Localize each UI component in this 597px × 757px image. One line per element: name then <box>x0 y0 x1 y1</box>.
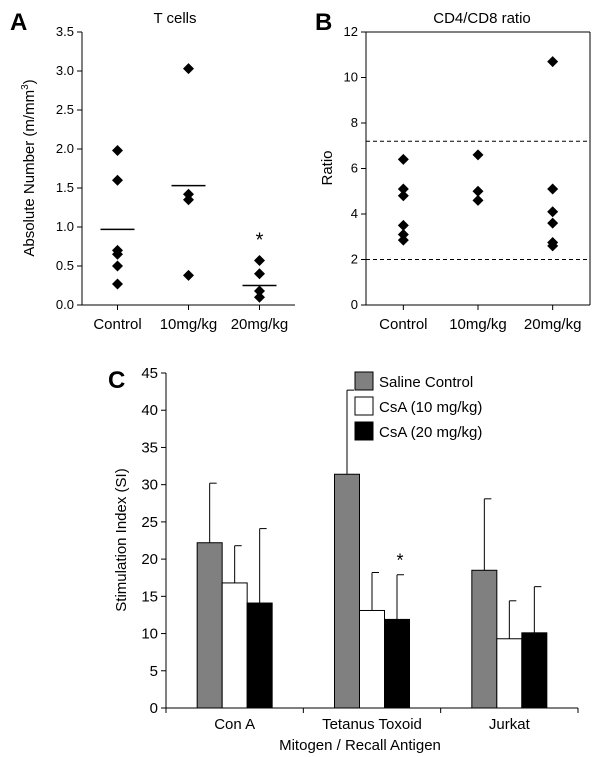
data-point <box>547 206 559 218</box>
y-tick-label: 0 <box>351 297 358 312</box>
y-tick-label: 25 <box>141 514 158 531</box>
panel-c-label: C <box>108 367 125 394</box>
data-point <box>397 219 409 231</box>
y-tick-label: 45 <box>141 365 158 382</box>
data-point <box>472 194 484 206</box>
data-point <box>547 183 559 195</box>
x-category-label: 20mg/kg <box>524 316 582 333</box>
y-tick-label: 40 <box>141 402 158 419</box>
panel-b-plot: 0 2 4 6 8 10 12 Control 10mg/kg 20mg/kg <box>344 24 591 333</box>
bar <box>196 542 223 709</box>
x-category-label: Con A <box>214 716 255 733</box>
y-tick-label: 8 <box>351 115 358 130</box>
x-category-label: Control <box>93 316 141 333</box>
y-tick-label: 0.5 <box>56 258 74 273</box>
bar <box>384 618 410 709</box>
data-point <box>112 174 123 186</box>
data-point <box>183 269 194 281</box>
panel-a: A T cells Absolute Number (m/mm3) 0.0 0.5… <box>10 9 295 333</box>
panel-a-y-axis-label: Absolute Number (m/mm3) <box>20 79 38 256</box>
panel-c-x-axis-label: Mitogen / Recall Antigen <box>279 737 441 754</box>
y-tick-label: 10 <box>141 626 158 643</box>
significance-asterisk: * <box>256 230 264 252</box>
y-tick-label: 1.0 <box>56 219 74 234</box>
data-point <box>547 240 559 252</box>
legend-label: CsA (20 mg/kg) <box>379 424 482 441</box>
data-point <box>254 291 265 303</box>
legend-swatch <box>354 371 374 391</box>
data-point <box>397 228 409 240</box>
panel-b-title: CD4/CD8 ratio <box>433 10 531 27</box>
y-tick-label: 1.5 <box>56 180 74 195</box>
data-point <box>112 278 123 290</box>
bar <box>334 473 360 709</box>
y-tick-label: 35 <box>141 439 158 456</box>
panel-c: C Stimulation Index (SI) Mitogen / Recal… <box>108 365 579 754</box>
data-point <box>112 145 123 157</box>
x-category-label: 10mg/kg <box>449 316 507 333</box>
y-tick-label: 10 <box>344 70 358 85</box>
panel-a-label: A <box>10 9 27 36</box>
data-point <box>397 153 409 165</box>
y-tick-label: 3.5 <box>56 24 74 39</box>
y-tick-label: 3.0 <box>56 63 74 78</box>
data-point <box>547 217 559 229</box>
y-tick-label: 12 <box>344 24 358 39</box>
panel-b-y-axis-label: Ratio <box>319 150 336 185</box>
data-point <box>397 234 409 246</box>
panel-a-plot: 0.0 0.5 1.0 1.5 2.0 2.5 3.0 3.5 Control 10mg/kg 20… <box>56 24 295 333</box>
bar <box>496 638 523 709</box>
y-tick-label: 0.0 <box>56 297 74 312</box>
y-tick-label: 30 <box>141 477 158 494</box>
data-point <box>254 255 265 267</box>
x-category-label: 10mg/kg <box>160 316 218 333</box>
y-tick-label: 0 <box>150 700 158 717</box>
panel-c-plot: 0 5 10 15 20 25 30 35 40 45 Con A Tetanus Toxoid Jur… <box>141 365 579 733</box>
x-category-label: 20mg/kg <box>231 316 289 333</box>
data-point <box>472 149 484 161</box>
bar <box>521 632 548 709</box>
bar <box>246 602 273 709</box>
legend-label: CsA (10 mg/kg) <box>379 399 482 416</box>
data-point <box>397 183 409 195</box>
data-point <box>112 260 123 272</box>
panel-a-title: T cells <box>153 10 196 27</box>
y-tick-label: 5 <box>150 663 158 680</box>
data-point <box>472 185 484 197</box>
y-tick-label: 2.5 <box>56 102 74 117</box>
y-tick-label: 2.0 <box>56 141 74 156</box>
legend-swatch <box>354 421 374 441</box>
data-point <box>397 190 409 202</box>
legend-label: Saline Control <box>379 374 473 391</box>
y-tick-label: 2 <box>351 252 358 267</box>
panel-b-label: B <box>315 9 332 36</box>
x-category-label: Tetanus Toxoid <box>322 716 422 733</box>
bar <box>359 609 385 709</box>
panel-c-legend: Saline Control CsA (10 mg/kg) CsA (20 mg/k… <box>354 371 482 441</box>
bar <box>471 569 498 709</box>
y-tick-label: 4 <box>351 206 358 221</box>
x-category-label: Control <box>379 316 427 333</box>
data-point <box>183 194 194 206</box>
data-point <box>112 248 123 260</box>
y-tick-label: 15 <box>141 588 158 605</box>
y-tick-label: 6 <box>351 161 358 176</box>
legend-swatch <box>354 396 374 416</box>
data-point <box>254 285 265 297</box>
bar <box>221 582 248 709</box>
data-point <box>547 56 559 68</box>
data-point <box>183 63 194 75</box>
x-category-label: Jurkat <box>489 716 531 733</box>
y-tick-label: 20 <box>141 551 158 568</box>
data-point <box>254 268 265 280</box>
panel-b: B CD4/CD8 ratio Ratio 0 2 4 6 8 10 12 Control 10… <box>315 9 591 333</box>
significance-asterisk: * <box>396 551 403 571</box>
panel-c-y-axis-label: Stimulation Index (SI) <box>113 468 130 611</box>
